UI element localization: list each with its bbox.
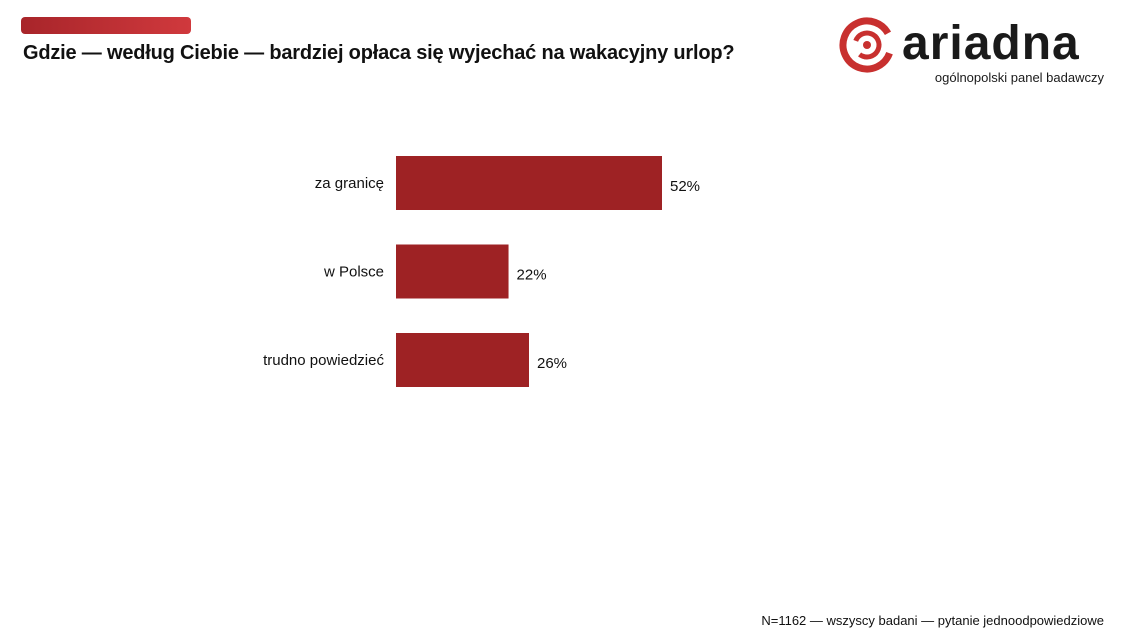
value-label-1: 22% <box>517 267 547 284</box>
bar-1 <box>396 244 509 299</box>
category-label-2: trudno powiedzieć <box>263 352 384 369</box>
value-label-0: 52% <box>670 178 700 195</box>
footer-note: N=1162 — wszyscy badani — pytanie jednoo… <box>761 613 1104 628</box>
ariadna-spiral-icon <box>839 17 895 73</box>
logo-wordmark: ariadna <box>902 17 1080 70</box>
value-label-2: 26% <box>537 355 567 372</box>
page-title: Gdzie — według Ciebie — bardziej opłaca … <box>23 42 735 64</box>
category-label-1: w Polsce <box>323 264 384 281</box>
logo-tagline: ogólnopolski panel badawczy <box>934 70 1104 85</box>
bar-2 <box>396 333 529 387</box>
category-label-0: za granicę <box>315 175 384 192</box>
accent-bar <box>21 17 191 34</box>
bar-0 <box>396 156 662 210</box>
ariadna-logo: ariadna ogólnopolski panel badawczy <box>838 14 1110 90</box>
